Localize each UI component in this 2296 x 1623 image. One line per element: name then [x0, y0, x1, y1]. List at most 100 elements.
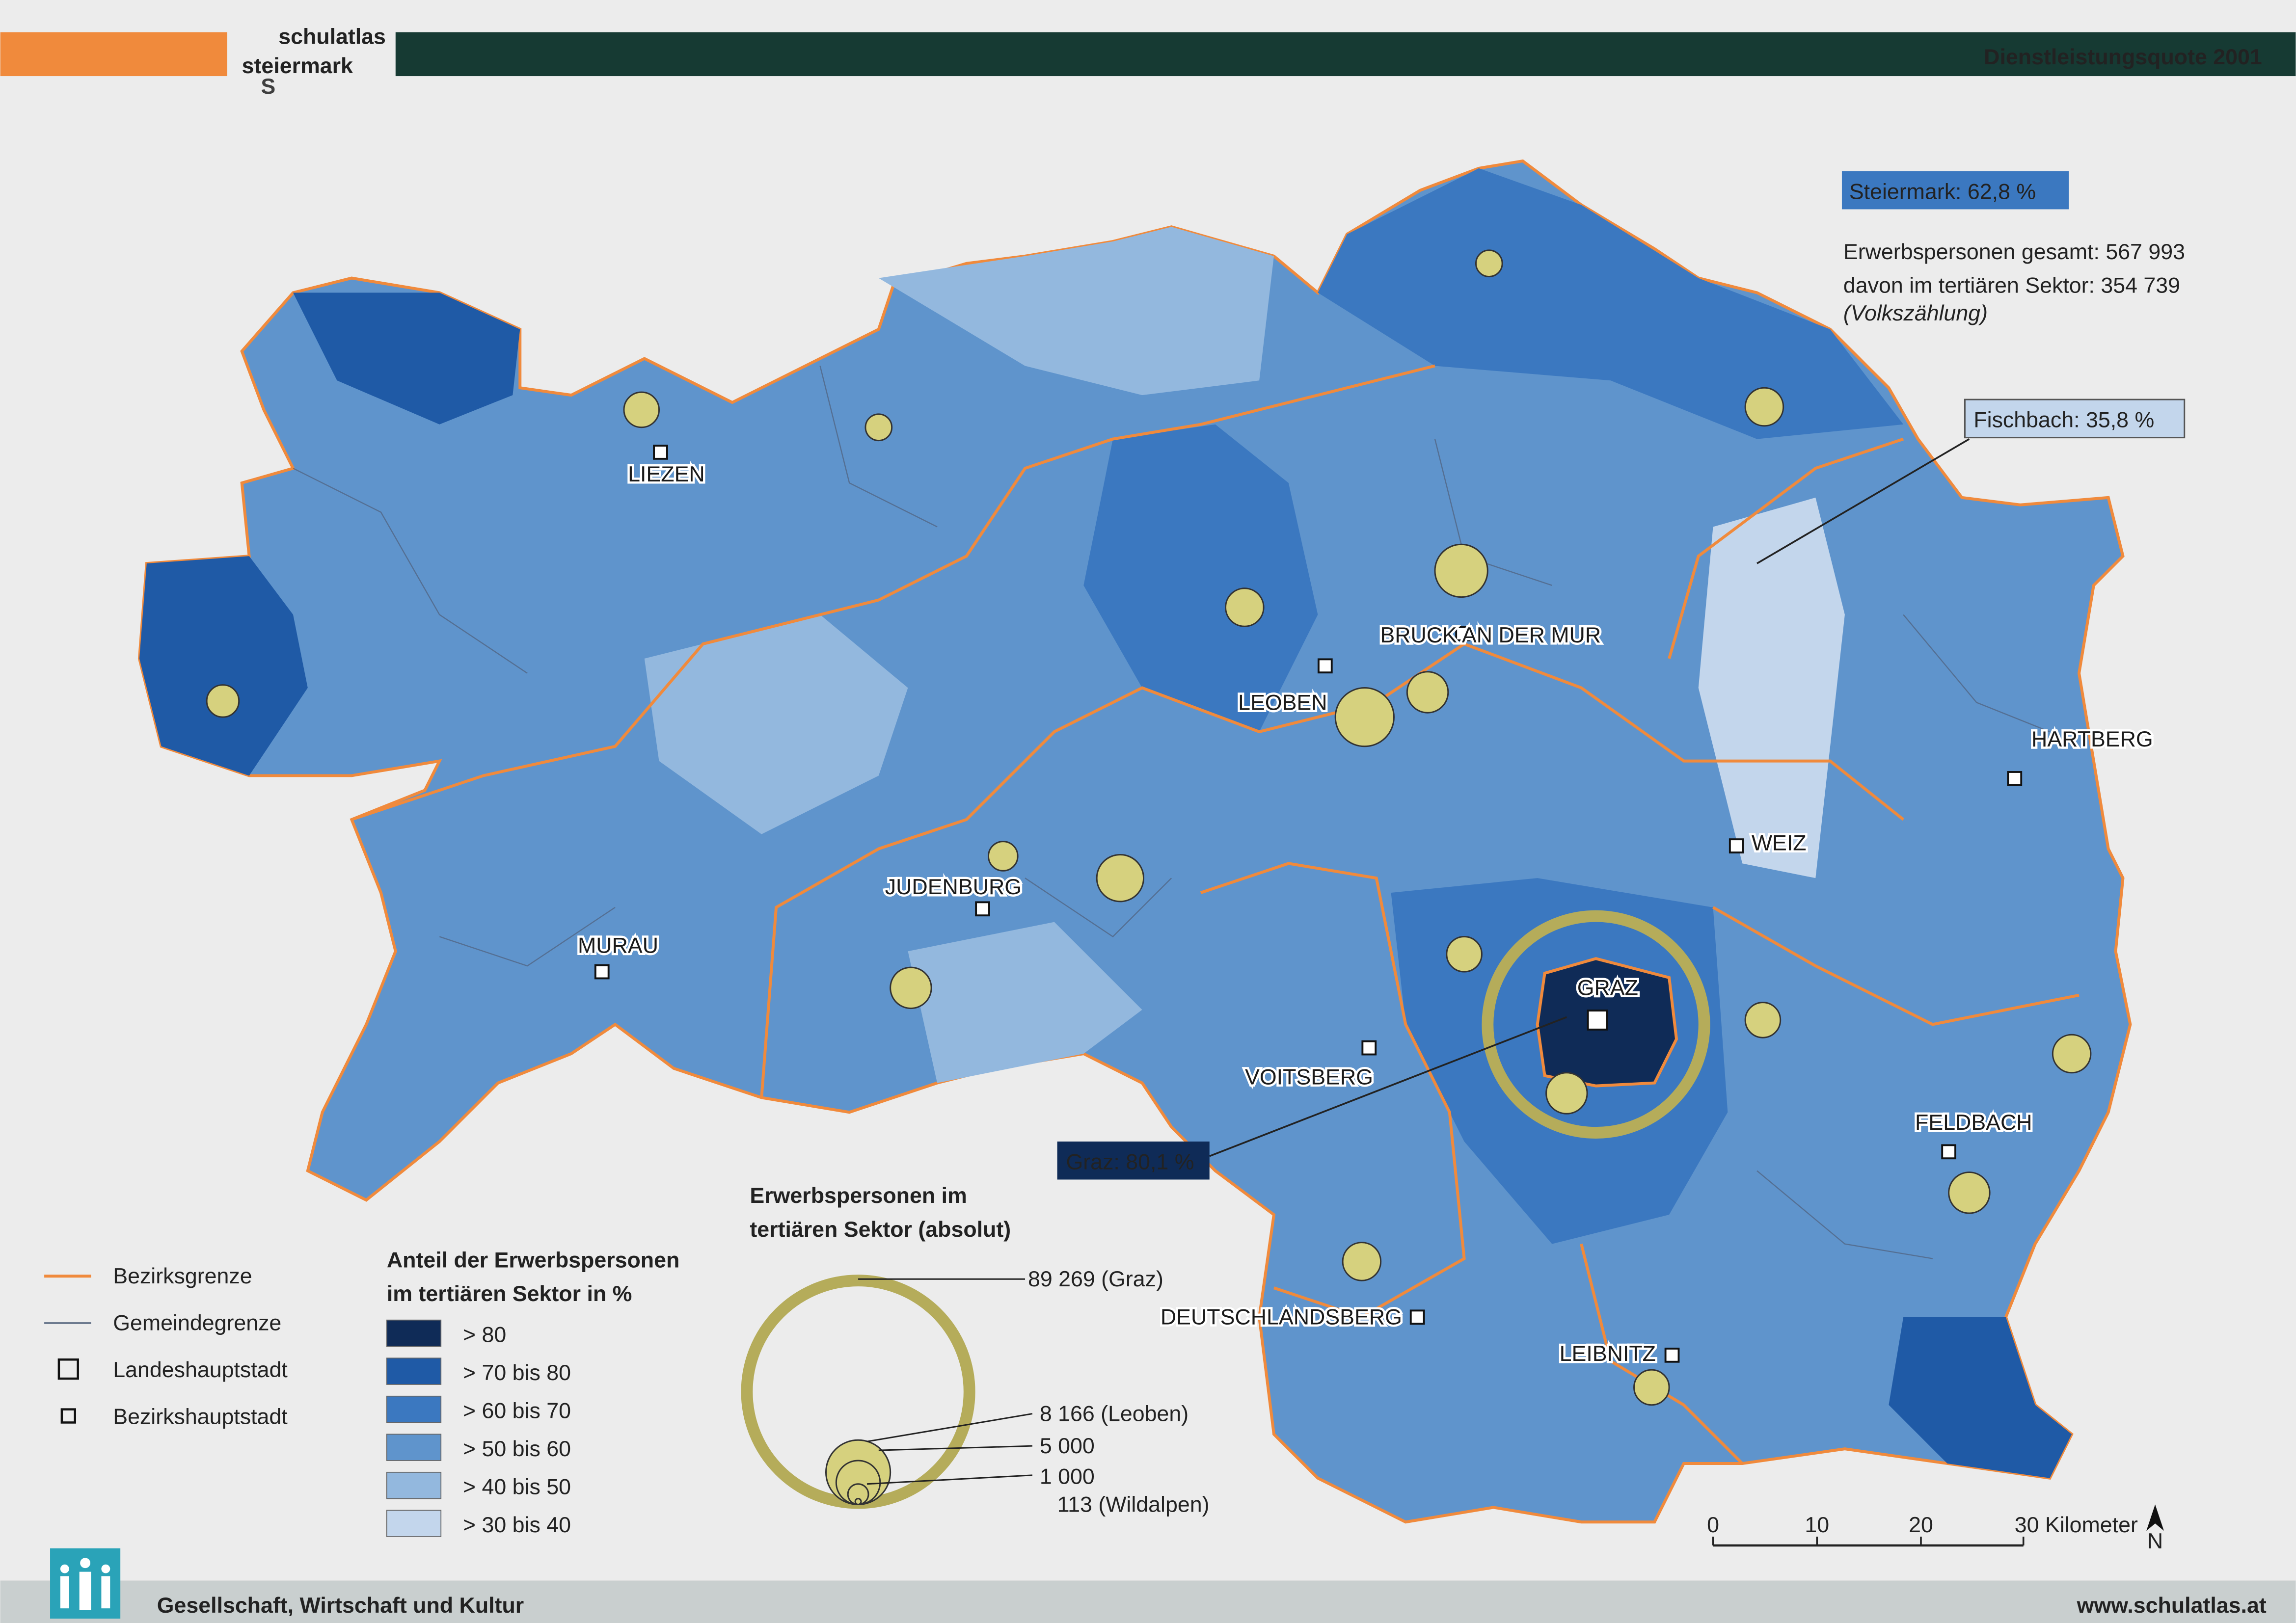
summary-line: davon im tertiären Sektor: 354 739 — [1843, 273, 2180, 297]
legend-title: Erwerbspersonen im — [750, 1184, 967, 1208]
district-border — [1668, 437, 1904, 659]
bubble — [2052, 1034, 2092, 1074]
place-label: FELDBACH — [1915, 1111, 2032, 1135]
summary-source: (Volkszählung) — [1843, 301, 1988, 325]
bubble — [623, 391, 660, 428]
place-label: HARTBERG — [2031, 727, 2153, 751]
north-label: N — [2147, 1529, 2163, 1553]
legend-label: Bezirksgrenze — [113, 1264, 252, 1288]
scale-bar: 0 10 20 30 Kilometer — [1707, 1513, 2138, 1547]
class-swatch — [386, 1357, 442, 1385]
bubble — [1744, 387, 1784, 427]
callout-box — [1964, 399, 2186, 439]
place-label: JUDENBURG — [885, 875, 1022, 899]
place-marker — [1455, 626, 1470, 641]
class-swatch — [386, 1395, 442, 1423]
scale-label: 10 — [1805, 1513, 1829, 1537]
summary-line: Erwerbspersonen gesamt: 567 993 — [1843, 240, 2185, 264]
legend-label: Landeshauptstadt — [113, 1358, 288, 1382]
size-symbol — [854, 1498, 862, 1505]
leader — [878, 1445, 1032, 1451]
bubble — [1744, 1002, 1782, 1038]
class-label: > 70 bis 80 — [463, 1361, 571, 1385]
place-marker — [2007, 771, 2023, 786]
district-border — [760, 642, 1905, 1098]
place-marker — [1941, 1144, 1956, 1160]
bubble — [1096, 853, 1145, 903]
class-legend: > 80 > 70 bis 80 > 60 bis 70 > 50 bis 60 > 4… — [386, 1319, 571, 1537]
bubble — [1434, 543, 1488, 598]
place-labels: LIEZEN BRUCK AN DER MUR LEOBEN HARTBERG WEIZ… — [576, 445, 2155, 1368]
district-border — [1200, 862, 1466, 1319]
class-swatch — [386, 1434, 442, 1461]
region-lightest — [1698, 497, 1845, 878]
bubble — [1225, 587, 1265, 627]
icon-person — [101, 1576, 110, 1609]
icon-person — [101, 1564, 110, 1573]
callout-text: Graz: 80,1 % — [1066, 1150, 1194, 1174]
class-label: > 60 bis 70 — [463, 1399, 571, 1423]
region-light — [908, 922, 1142, 1083]
bubble-graz — [1482, 910, 1710, 1139]
brand: steiermark — [242, 54, 353, 78]
bubble — [1475, 249, 1503, 278]
size-leaders — [858, 1278, 1033, 1485]
bubble — [1633, 1369, 1670, 1406]
class-swatch — [386, 1510, 442, 1537]
class-label: > 40 bis 50 — [463, 1475, 571, 1499]
scale-label: 0 — [1707, 1513, 1719, 1537]
place-marker — [975, 901, 990, 917]
place-marker — [594, 964, 610, 980]
icon-person — [80, 1558, 91, 1569]
size-label: 1 000 — [1040, 1465, 1095, 1489]
bubble — [1446, 935, 1483, 973]
bubble — [890, 966, 932, 1010]
footer-section: Gesellschaft, Wirtschaft und Kultur — [157, 1594, 524, 1618]
class-label: > 50 bis 60 — [463, 1437, 571, 1461]
bubble — [1334, 687, 1395, 747]
place-label: VOITSBERG — [1245, 1065, 1373, 1090]
size-label: 5 000 — [1040, 1434, 1095, 1458]
size-label: 8 166 (Leoben) — [1040, 1402, 1189, 1426]
place-label: LEIBNITZ — [1560, 1342, 1656, 1366]
callout-box — [1057, 1141, 1210, 1180]
legend-label: Bezirkshauptstadt — [113, 1405, 288, 1429]
bubble — [1948, 1171, 1991, 1214]
place-label: DEUTSCHLANDSBERG — [1161, 1305, 1402, 1330]
callout-line — [1756, 438, 1970, 564]
icon-person — [79, 1571, 91, 1610]
class-label: > 80 — [463, 1323, 506, 1347]
class-swatch — [386, 1319, 442, 1347]
icon-person — [60, 1576, 69, 1609]
brand-small: schulatlas — [278, 25, 386, 49]
bubble — [1342, 1242, 1382, 1281]
region-dark — [1889, 1317, 2072, 1478]
bubble — [1545, 1072, 1588, 1115]
legend-title: tertiären Sektor (absolut) — [750, 1218, 1011, 1242]
region-mid — [1318, 168, 1904, 439]
bubble — [987, 841, 1019, 872]
place-label: BRUCK AN DER MUR — [1380, 623, 1601, 647]
region-light — [644, 614, 908, 834]
map-title: Dienstleistungsquote 2001 — [1984, 45, 2262, 69]
place-marker — [1409, 1309, 1425, 1325]
region-dark — [139, 556, 308, 776]
footer-bar — [0, 1580, 2296, 1623]
district-border — [351, 364, 1435, 821]
icon-person — [60, 1564, 69, 1573]
header-orange-bar — [0, 32, 227, 77]
legend-symbol — [60, 1408, 76, 1424]
summary-badge-text: Steiermark: 62,8 % — [1849, 180, 2036, 204]
footer-icon-people — [60, 1558, 110, 1610]
legend-title: Anteil der Erwerbspersonen — [387, 1248, 679, 1272]
place-marker — [1664, 1347, 1680, 1363]
logo-s: S — [261, 75, 275, 99]
footer-url: www.schulatlas.at — [2077, 1594, 2267, 1618]
bubble — [1406, 671, 1449, 714]
class-swatch — [386, 1471, 442, 1499]
place-label: GRAZ — [1577, 976, 1638, 1000]
legend-title: im tertiären Sektor in % — [387, 1282, 632, 1306]
region-light — [878, 227, 1274, 396]
